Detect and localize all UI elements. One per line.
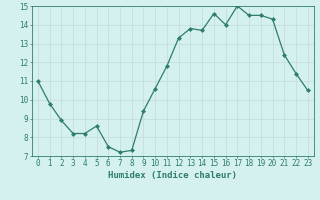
X-axis label: Humidex (Indice chaleur): Humidex (Indice chaleur) [108, 171, 237, 180]
